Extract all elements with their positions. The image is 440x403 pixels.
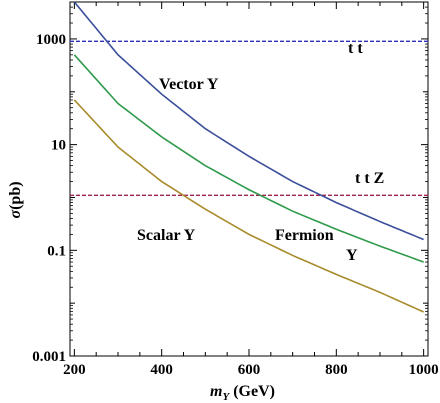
x-axis-title-symbol: m: [210, 383, 222, 400]
x-axis-title-subscript: Y: [222, 391, 230, 403]
x-tick-label: 600: [238, 362, 261, 378]
y-tick-label: 0.1: [47, 243, 66, 259]
annotation-vector-label: Vector Y: [159, 76, 219, 93]
ref-label-ttz: t t Z: [355, 170, 384, 187]
y-tick-label: 1000: [36, 32, 66, 48]
annotation-fermion-label-1: Fermion: [275, 227, 334, 244]
y-tick-label: 0.001: [32, 349, 66, 365]
y-tick-label: 10: [51, 138, 66, 154]
series-scalar-line: [73, 99, 424, 313]
y-axis-title-unit: (pb): [7, 181, 24, 209]
series-vector-line: [73, 2, 424, 241]
x-axis-title: mY (GeV): [210, 383, 275, 403]
x-tick-label: 200: [63, 362, 86, 378]
annotation-fermion-label-2: Y: [346, 247, 358, 264]
x-tick-label: 800: [325, 362, 348, 378]
ref-label-tt: t t: [348, 40, 363, 57]
series-fermion-line: [73, 54, 424, 263]
annotation-scalar-label: Scalar Y: [137, 227, 196, 244]
y-axis-title: σ(pb): [7, 181, 24, 218]
x-tick-label: 1000: [409, 362, 439, 378]
x-axis-title-unit: (GeV): [229, 383, 275, 400]
x-tick-label: 400: [150, 362, 173, 378]
y-axis-title-symbol: σ: [7, 210, 24, 219]
